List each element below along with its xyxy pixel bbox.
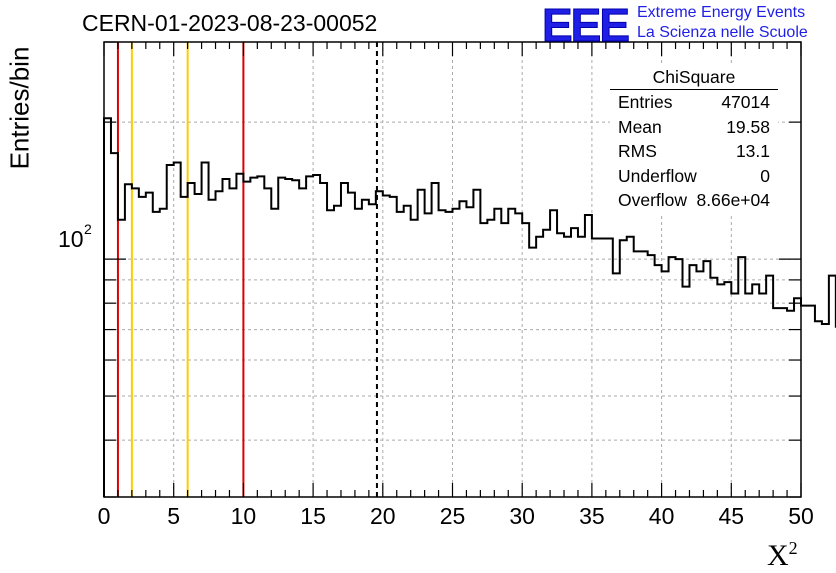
x-tick-labels: 0 5 10 15 20 25 30 35 40 45 50 [98, 503, 814, 529]
y-tick-exponent: 2 [84, 221, 92, 237]
stats-value: 47014 [721, 92, 770, 112]
x-tick-label: 45 [719, 503, 745, 529]
x-tick-label: 25 [440, 503, 466, 529]
eee-logo: EEE [541, 0, 630, 52]
eee-tagline-1: Extreme Energy Events [637, 4, 806, 21]
stats-row-underflow: Underflow 0 [610, 164, 778, 189]
x-tick-label: 20 [370, 503, 396, 529]
y-tick-label: 10 2 [58, 221, 92, 252]
x-tick-label: 30 [509, 503, 535, 529]
run-title: CERN-01-2023-08-23-00052 [82, 10, 378, 36]
x-axis-label-base: X [767, 539, 789, 572]
grid-lines [104, 42, 801, 497]
stats-row-overflow: Overflow 8.66e+04 [610, 188, 778, 213]
eee-tagline-2: La Scienza nelle Scuole [637, 24, 808, 41]
stats-row-mean: Mean 19.58 [610, 115, 778, 140]
stats-box: ChiSquare Entries 47014 Mean 19.58 RMS 1… [610, 66, 778, 213]
stats-key: Mean [618, 116, 662, 137]
stats-row-entries: Entries 47014 [610, 90, 778, 115]
axis-ticks [103, 41, 802, 498]
stats-key: Underflow [618, 165, 697, 186]
stats-value: 8.66e+04 [696, 190, 770, 210]
y-tick-base: 10 [58, 226, 84, 252]
x-axis-label: X2 [767, 538, 798, 573]
x-tick-label: 0 [98, 503, 111, 529]
stats-value: 13.1 [735, 141, 770, 161]
reference-lines [116, 42, 378, 497]
stats-value: 0 [760, 165, 770, 186]
y-axis-label: Entries/bin [4, 46, 35, 170]
x-tick-label: 35 [579, 503, 605, 529]
stats-key: RMS [618, 141, 657, 161]
stats-row-rms: RMS 13.1 [610, 139, 778, 164]
x-tick-label: 15 [300, 503, 326, 529]
x-tick-label: 50 [788, 503, 814, 529]
stats-key: Entries [618, 92, 673, 112]
x-tick-label: 40 [649, 503, 675, 529]
stats-title: ChiSquare [610, 66, 778, 90]
x-tick-label: 10 [231, 503, 257, 529]
x-axis-label-exponent: 2 [788, 538, 798, 558]
stats-key: Overflow [618, 190, 688, 210]
histogram-series [103, 117, 836, 497]
x-tick-label: 5 [167, 503, 180, 529]
stats-value: 19.58 [726, 116, 770, 137]
